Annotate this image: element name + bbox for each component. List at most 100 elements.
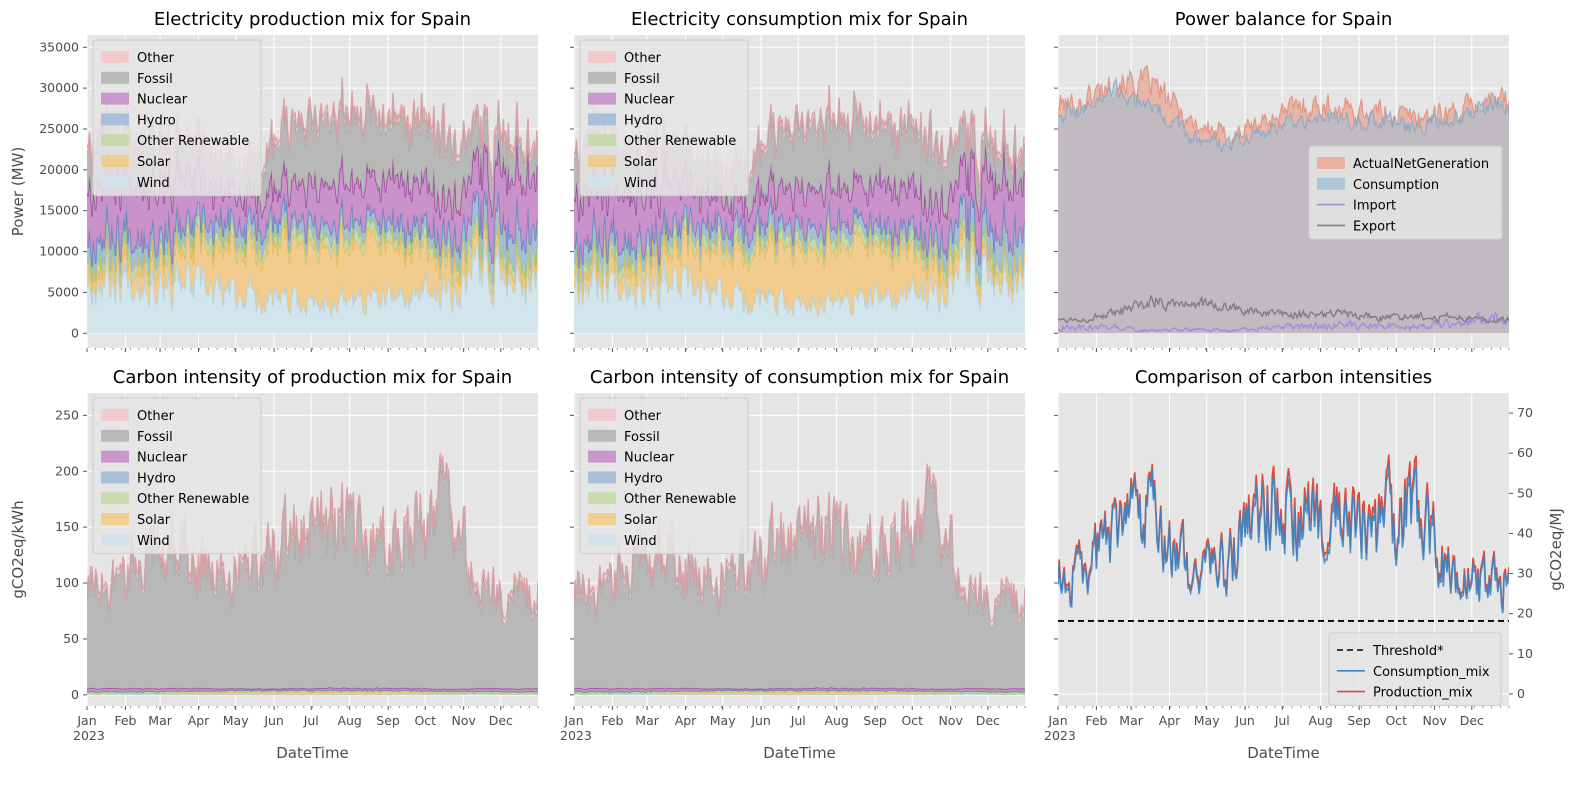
- area-solar: [574, 691, 1025, 695]
- legend-label-nuclear: Nuclear: [137, 451, 188, 466]
- line-consumption-mix: [1058, 465, 1509, 614]
- area-wind: [574, 240, 1025, 334]
- legend-box: [579, 397, 749, 555]
- legend-label-actualnetgeneration: ActualNetGeneration: [1353, 157, 1489, 172]
- area-wind: [87, 239, 538, 334]
- y-tick-label-right: 40: [1517, 525, 1533, 540]
- y-tick-label: 20000: [39, 162, 79, 177]
- legend-swatch-nuclear: [101, 450, 129, 463]
- legend-label-nuclear: Nuclear: [137, 93, 188, 108]
- y-tick-label: 50: [63, 631, 79, 646]
- plot-area: [574, 463, 1025, 696]
- production-carbon-intensity-panel: Jan Feb Mar Apr May Jun Jul Aug Sep Oct Nov Dec 2023…: [9, 367, 539, 762]
- x-tick-label: Oct: [1385, 713, 1407, 728]
- power-balance-panel: Power balance for Spain ActualNetGenerati…: [1054, 9, 1510, 352]
- panel-title: Comparison of carbon intensities: [1135, 367, 1432, 388]
- y-tick-label-right: 60: [1517, 445, 1533, 460]
- legend-label-consumption-mix: Consumption_mix: [1373, 665, 1490, 680]
- x-tick-label: Dec: [1460, 713, 1484, 728]
- legend-swatch-solar: [588, 155, 616, 167]
- y-tick-label-right: 20: [1517, 606, 1533, 621]
- panel-title: Electricity consumption mix for Spain: [631, 9, 968, 30]
- x-tick-label: Jan: [1047, 713, 1067, 728]
- x-tick-label: Dec: [489, 713, 513, 728]
- area-other-renewable: [574, 209, 1025, 296]
- panel-title: Carbon intensity of production mix for S…: [113, 367, 512, 388]
- x-tick-label: Mar: [635, 713, 659, 728]
- x-tick-label: Dec: [976, 713, 1000, 728]
- y-tick-label: 200: [55, 463, 79, 478]
- y-axis-label-right: gCO2eq/MJ: [1547, 508, 1565, 591]
- legend-swatch-hydro: [588, 471, 616, 484]
- legend-swatch-wind: [101, 533, 129, 546]
- panel-title: Electricity production mix for Spain: [154, 9, 471, 30]
- x-tick-label: Apr: [188, 713, 210, 728]
- legend-label-nuclear: Nuclear: [624, 451, 675, 466]
- y-tick-label: 0: [71, 325, 79, 340]
- area-fossil: [87, 83, 538, 221]
- legend-swatch-wind: [101, 175, 129, 188]
- legend-label-hydro: Hydro: [624, 113, 663, 128]
- legend-swatch-actualnetgeneration: [1317, 157, 1345, 169]
- legend-label-fossil: Fossil: [137, 430, 173, 445]
- legend-label-hydro: Hydro: [137, 113, 176, 128]
- area-fossil: [574, 469, 1025, 690]
- x-axis-label: DateTime: [1247, 744, 1320, 762]
- y-tick-label-right: 10: [1517, 646, 1533, 661]
- plot-area: [87, 77, 538, 334]
- legend-label-hydro: Hydro: [624, 471, 663, 486]
- legend-swatch-hydro: [101, 113, 129, 126]
- legend-label-solar: Solar: [624, 155, 658, 170]
- x-tick-label: Mar: [148, 713, 172, 728]
- x-tick-label: Aug: [337, 713, 361, 728]
- line-export: [1058, 294, 1509, 324]
- area-solar: [87, 217, 538, 317]
- legend-swatch-other-renewable: [101, 492, 129, 505]
- x-tick-label: Jan: [563, 713, 583, 728]
- area-other-renewable: [87, 206, 538, 295]
- area-solar: [574, 220, 1025, 317]
- x-tick-label: Jun: [1234, 713, 1255, 728]
- line-other: [574, 463, 1025, 623]
- legend-label-import: Import: [1353, 199, 1396, 214]
- y-tick-label: 250: [55, 407, 79, 422]
- legend-label-other-renewable: Other Renewable: [137, 492, 249, 507]
- legend-box: [92, 39, 262, 197]
- legend-swatch-other-renewable: [588, 134, 616, 147]
- legend-label-other-renewable: Other Renewable: [137, 134, 249, 149]
- legend-label-other: Other: [137, 51, 175, 66]
- y-tick-label-right: 50: [1517, 485, 1533, 500]
- legend-label-fossil: Fossil: [624, 430, 660, 445]
- legend-label-wind: Wind: [137, 176, 170, 191]
- legend-swatch-solar: [101, 513, 129, 525]
- legend-label-solar: Solar: [137, 155, 171, 170]
- x-tick-label: Sep: [1347, 713, 1371, 728]
- line-actual-net-generation: [1058, 64, 1509, 151]
- x-tick-label: Jul: [303, 713, 319, 728]
- x-tick-label: Oct: [901, 713, 923, 728]
- x-tick-label: Jul: [1274, 713, 1290, 728]
- legend-label-nuclear: Nuclear: [624, 93, 675, 108]
- x-tick-label: Jun: [263, 713, 284, 728]
- legend-swatch-nuclear: [588, 450, 616, 463]
- legend-label-solar: Solar: [624, 513, 658, 528]
- legend-label-other: Other: [624, 409, 662, 424]
- area-other-renewable: [87, 689, 538, 694]
- legend-label-other-renewable: Other Renewable: [624, 134, 736, 149]
- x-tick-label: Nov: [938, 713, 963, 728]
- x-axis-label: DateTime: [763, 744, 836, 762]
- legend-swatch-other: [588, 51, 616, 63]
- x-tick-label: Aug: [1308, 713, 1332, 728]
- legend-swatch-other-renewable: [101, 134, 129, 147]
- x-tick-label: Sep: [376, 713, 400, 728]
- y-tick-label: 35000: [39, 39, 79, 54]
- legend-label-fossil: Fossil: [624, 72, 660, 87]
- area-consumption: [1058, 79, 1509, 334]
- y-axis-label: Power (MW): [9, 147, 27, 237]
- x-axis-label: DateTime: [276, 744, 349, 762]
- area-fossil: [87, 458, 538, 690]
- legend-swatch-hydro: [588, 113, 616, 126]
- panel-title: Carbon intensity of consumption mix for …: [590, 367, 1009, 388]
- legend-swatch-wind: [588, 533, 616, 546]
- y-tick-label: 0: [71, 687, 79, 702]
